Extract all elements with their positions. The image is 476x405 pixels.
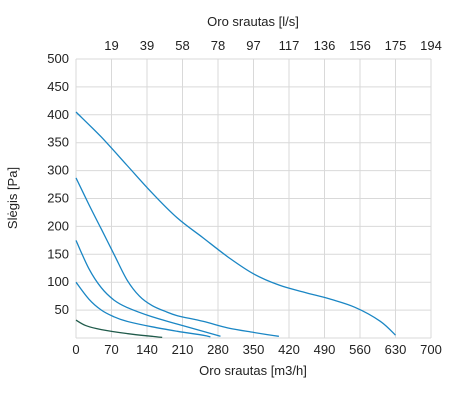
x-tick-label: 350	[243, 342, 265, 357]
top-tick-label: 58	[175, 38, 189, 53]
x-tick-label: 560	[349, 342, 371, 357]
x-tick-label: 420	[278, 342, 300, 357]
y-tick-label: 200	[47, 218, 69, 233]
pressure-curve-1	[75, 111, 396, 336]
pressure-curve-4	[75, 281, 211, 338]
y-tick-label: 150	[47, 246, 69, 261]
x-tick-label: 0	[72, 342, 79, 357]
top-tick-label: 194	[420, 38, 442, 53]
pressure-curve-2	[75, 177, 279, 337]
x-tick-label: 140	[136, 342, 158, 357]
top-tick-label: 78	[211, 38, 225, 53]
y-tick-label: 400	[47, 107, 69, 122]
top-axis-title: Oro srautas [l/s]	[207, 14, 299, 29]
y-tick-label: 450	[47, 79, 69, 94]
x-tick-label: 490	[314, 342, 336, 357]
y-tick-label: 300	[47, 163, 69, 178]
pressure-curve-5	[75, 319, 163, 339]
top-tick-label: 97	[246, 38, 260, 53]
top-tick-label: 136	[314, 38, 336, 53]
top-tick-label: 175	[385, 38, 407, 53]
x-axis-title: Oro srautas [m3/h]	[199, 363, 307, 378]
grid	[75, 58, 432, 339]
y-tick-label: 100	[47, 274, 69, 289]
x-tick-label: 630	[385, 342, 407, 357]
pressure-curve-3	[75, 240, 221, 337]
x-tick-label: 70	[104, 342, 118, 357]
x-tick-label: 280	[207, 342, 229, 357]
top-tick-label: 39	[140, 38, 154, 53]
x-tick-label: 210	[172, 342, 194, 357]
x-tick-label: 700	[420, 342, 442, 357]
curves	[75, 111, 396, 339]
top-tick-label: 156	[349, 38, 371, 53]
y-tick-label: 250	[47, 191, 69, 206]
y-axis-title: Slėgis [Pa]	[5, 167, 20, 229]
tick-labels: 0 70 140 210 280 350 420 490 560 630 700 50 100 150 20…	[47, 38, 442, 357]
y-tick-label: 350	[47, 135, 69, 150]
y-tick-label: 50	[55, 302, 69, 317]
top-tick-label: 19	[104, 38, 118, 53]
top-tick-label: 117	[279, 38, 300, 53]
y-tick-label: 500	[47, 51, 69, 66]
